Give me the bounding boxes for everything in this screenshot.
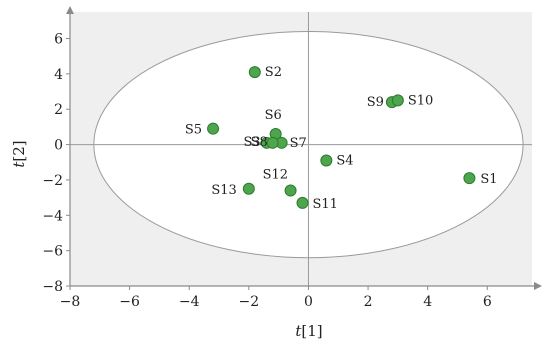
point-label-s9: S9	[367, 95, 384, 110]
y-tick-label: 0	[54, 138, 63, 154]
y-tick-label: −4	[42, 208, 63, 224]
y-tick-label: 6	[54, 32, 63, 48]
point-s12	[284, 184, 297, 197]
y-tick-label: −8	[42, 279, 63, 295]
point-s5	[207, 122, 220, 135]
point-s2	[248, 66, 261, 79]
point-label-s5: S5	[185, 123, 202, 138]
x-tick-label: 6	[483, 294, 492, 310]
point-label-s13: S13	[211, 183, 236, 198]
x-tick-label: 0	[304, 294, 313, 310]
x-tick-label: −6	[119, 294, 140, 310]
point-label-s1: S1	[480, 172, 497, 187]
y-tick-label: 2	[54, 102, 63, 118]
point-s13	[242, 182, 255, 195]
point-label-s10: S10	[408, 93, 433, 108]
point-s10	[391, 94, 404, 107]
x-axis-title: t[1]	[295, 322, 322, 340]
x-tick-label: −4	[179, 294, 200, 310]
y-tick-label: 4	[54, 67, 63, 83]
x-axis-arrow	[534, 282, 542, 290]
x-tick-label: 2	[364, 294, 373, 310]
point-label-s11: S11	[312, 197, 337, 212]
point-s8	[266, 136, 279, 149]
point-label-s12: S12	[263, 168, 288, 183]
x-tick-label: −2	[239, 294, 260, 310]
point-label-s6: S6	[265, 108, 282, 123]
y-tick-label: −2	[42, 173, 63, 189]
point-label-s2: S2	[265, 65, 282, 80]
point-s11	[296, 196, 309, 209]
point-s1	[463, 172, 476, 185]
point-label-s3: S3	[244, 135, 261, 150]
point-label-s4: S4	[336, 153, 353, 168]
point-s4	[320, 154, 333, 167]
x-tick-label: 4	[423, 294, 432, 310]
point-label-s7: S7	[290, 136, 307, 151]
x-tick-label: −8	[60, 294, 81, 310]
y-axis-title: t[2]	[10, 140, 28, 167]
point-label-s8: S8	[250, 135, 267, 150]
y-axis-arrow	[66, 6, 74, 14]
y-tick-label: −6	[42, 244, 63, 260]
